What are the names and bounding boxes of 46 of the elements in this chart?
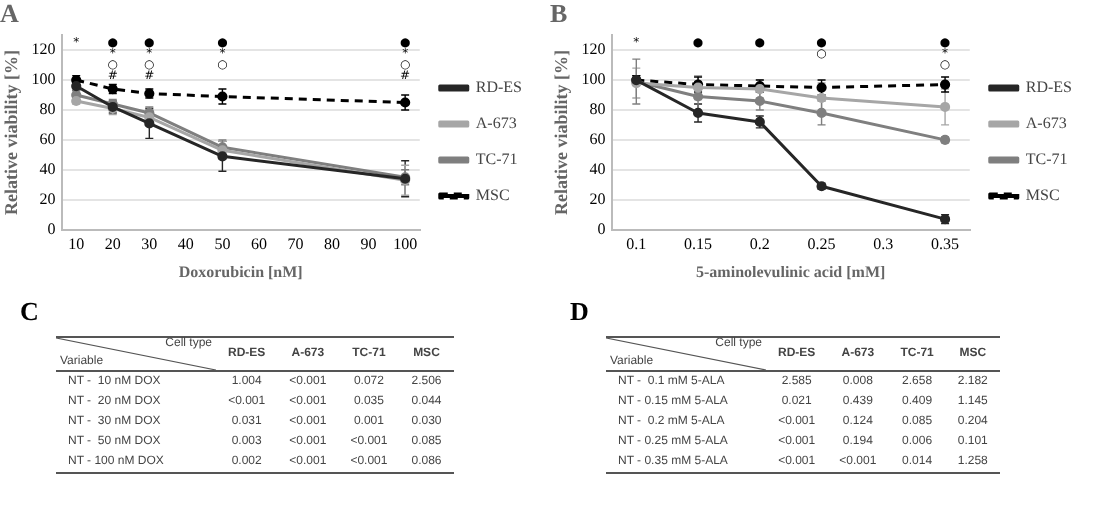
x-axis-title: Doxorubicin [nM] bbox=[178, 262, 304, 281]
y-tick-label: 20 bbox=[589, 189, 606, 208]
x-tick-label: 40 bbox=[177, 235, 194, 254]
x-tick-label: 0.2 bbox=[749, 235, 770, 254]
y-tick-label: 120 bbox=[581, 40, 606, 59]
y-axis-title: Relative viability [%] bbox=[551, 49, 572, 215]
y-tick-label: 60 bbox=[589, 130, 606, 149]
x-tick-label: 80 bbox=[324, 235, 341, 254]
x-tick-label: 0.35 bbox=[931, 235, 960, 254]
x-tick-label: 0.15 bbox=[684, 235, 713, 254]
legend-label: MSC bbox=[1025, 186, 1060, 205]
y-tick-label: 80 bbox=[589, 100, 606, 119]
legend-label: RD-ES bbox=[475, 78, 523, 97]
y-tick-label: 100 bbox=[31, 70, 56, 89]
x-tick-label: 20 bbox=[104, 235, 121, 254]
y-tick-label: 120 bbox=[31, 40, 56, 59]
legend-label: A-673 bbox=[1025, 114, 1067, 133]
y-tick-label: 40 bbox=[39, 159, 56, 178]
y-tick-label: 80 bbox=[39, 100, 56, 119]
x-tick-label: 30 bbox=[141, 235, 158, 254]
y-tick-label: 0 bbox=[47, 219, 56, 238]
legend-label: TC-71 bbox=[475, 150, 518, 169]
legend-label: A-673 bbox=[475, 114, 517, 133]
x-tick-label: 0.1 bbox=[626, 235, 647, 254]
text: C bbox=[20, 296, 41, 328]
y-tick-label: 100 bbox=[581, 70, 606, 89]
y-tick-label: 40 bbox=[589, 159, 606, 178]
x-axis-title: 5-aminolevulinic acid [mM] bbox=[696, 262, 887, 281]
x-tick-label: 0.3 bbox=[873, 235, 894, 254]
chart-title: A bbox=[0, 0, 20, 29]
y-tick-label: 0 bbox=[597, 219, 606, 238]
y-tick-label: 20 bbox=[39, 189, 56, 208]
legend-label: MSC bbox=[475, 186, 510, 205]
x-tick-label: 60 bbox=[250, 235, 267, 254]
x-tick-label: 90 bbox=[360, 235, 377, 254]
x-tick-label: 10 bbox=[68, 235, 85, 254]
x-tick-label: 0.25 bbox=[807, 235, 836, 254]
y-axis-title: Relative viability [%] bbox=[1, 49, 22, 215]
chart-title: B bbox=[550, 0, 568, 29]
x-tick-label: 50 bbox=[214, 235, 231, 254]
x-tick-label: 70 bbox=[287, 235, 304, 254]
x-tick-label: 100 bbox=[393, 235, 418, 254]
y-tick-label: 60 bbox=[39, 130, 56, 149]
legend-label: RD-ES bbox=[1025, 78, 1073, 97]
legend-label: TC-71 bbox=[1025, 150, 1068, 169]
text: D bbox=[570, 296, 591, 328]
